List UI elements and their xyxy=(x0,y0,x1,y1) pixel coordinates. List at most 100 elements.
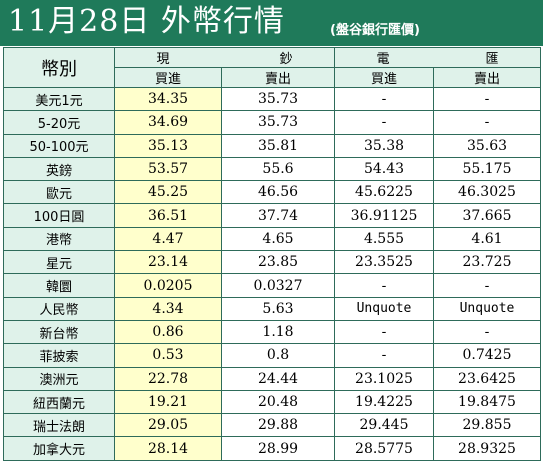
spot-sell-value: 37.665 xyxy=(433,203,541,228)
spot-sell-value: 55.175 xyxy=(433,156,541,182)
table-row: 加拿大元 28.14 28.99 28.5775 28.9325 xyxy=(3,436,541,461)
spot-buy-value: 36.91125 xyxy=(334,203,434,228)
cash-buy-value: 34.69 xyxy=(114,110,222,135)
currency-name: 美元1元 xyxy=(3,86,115,112)
cash-buy-value: 45.25 xyxy=(114,180,222,205)
spot-buy-value: - xyxy=(334,86,434,112)
table-row: 50-100元 35.13 35.81 35.38 35.63 xyxy=(3,133,541,158)
spot-sell-value: 28.9325 xyxy=(433,436,541,461)
spot-buy-header: 買進 xyxy=(334,67,434,88)
table-row: 韓圜 0.0205 0.0327- - xyxy=(3,273,541,298)
spot-sell-value: 19.8475 xyxy=(433,389,541,415)
currency-name: 人民幣 xyxy=(3,296,115,321)
table-row: 100日圓 36.51 37.74 36.91125 37.665 xyxy=(3,203,541,228)
table-row: 5-20元 34.69 35.73- - xyxy=(3,110,541,135)
cash-buy-value: 36.51 xyxy=(114,203,222,228)
cash-buy-value: 35.13 xyxy=(114,133,222,158)
cash-sell-value: 20.48 xyxy=(221,389,335,415)
page-title: 11月28日 外幣行情 xyxy=(8,4,285,39)
cash-sell-value: 23.85 xyxy=(221,250,335,275)
cash-buy-value: 0.86 xyxy=(114,319,222,345)
table-row: 新台幣 0.86 1.18- - xyxy=(3,319,541,345)
currency-name: 加拿大元 xyxy=(3,436,115,461)
currency-name: 韓圜 xyxy=(3,273,115,298)
spot-sell-value: 46.3025 xyxy=(433,180,541,205)
currency-name: 50-100元 xyxy=(3,133,115,158)
cash-buy-value: 29.05 xyxy=(114,413,222,438)
spot-buy-value: 29.445 xyxy=(334,413,434,438)
spot-sell-value: - xyxy=(433,86,541,112)
cash-sell-value: 0.0327 xyxy=(221,273,335,298)
spot-sell-value: Unquote xyxy=(433,296,541,321)
cash-buy-value: 53.57 xyxy=(114,156,222,182)
cash-header-left: 現 xyxy=(156,52,170,67)
spot-buy-value: - xyxy=(334,343,434,368)
spot-sell-value: - xyxy=(433,273,541,298)
spot-sell-value: 4.61 xyxy=(433,226,541,252)
cash-sell-value: 28.99 xyxy=(221,436,335,461)
currency-name: 100日圓 xyxy=(3,203,115,228)
page-subtitle: (盤谷銀行匯價) xyxy=(330,23,420,38)
cash-sell-value: 29.88 xyxy=(221,413,335,438)
cash-sell-value: 24.44 xyxy=(221,366,335,391)
cash-sell-value: 4.65 xyxy=(221,226,335,252)
table-row: 菲披索 0.53 0.8-0.7425 xyxy=(3,343,541,368)
table-row: 人民幣 4.34 5.63 Unquote Unquote xyxy=(3,296,541,321)
currency-name: 澳洲元 xyxy=(3,366,115,391)
spot-sell-value: 23.6425 xyxy=(433,366,541,391)
spot-group-header: 電匯 xyxy=(334,47,541,68)
cash-buy-header: 買進 xyxy=(114,67,222,88)
cash-group-header: 現鈔 xyxy=(114,47,335,68)
currency-name: 英鎊 xyxy=(3,156,115,182)
spot-buy-value: 23.3525 xyxy=(334,250,434,275)
cash-sell-value: 1.18 xyxy=(221,319,335,345)
currency-name: 新台幣 xyxy=(3,319,115,345)
cash-buy-value: 28.14 xyxy=(114,436,222,461)
table-row: 歐元 45.25 46.56 45.6225 46.3025 xyxy=(3,180,541,205)
cash-buy-value: 4.34 xyxy=(114,296,222,321)
spot-sell-value: 35.63 xyxy=(433,133,541,158)
currency-name: 歐元 xyxy=(3,180,115,205)
table-row: 美元1元 34.35 35.73- - xyxy=(3,86,541,112)
spot-buy-value: 23.1025 xyxy=(334,366,434,391)
cash-sell-value: 35.73 xyxy=(221,110,335,135)
spot-sell-value: 0.7425 xyxy=(433,343,541,368)
cash-buy-value: 22.78 xyxy=(114,366,222,391)
spot-buy-value: 45.6225 xyxy=(334,180,434,205)
spot-buy-value: - xyxy=(334,319,434,345)
currency-name: 星元 xyxy=(3,250,115,275)
spot-sell-header: 賣出 xyxy=(433,67,541,88)
spot-header-left: 電 xyxy=(376,52,390,67)
spot-sell-value: - xyxy=(433,319,541,345)
currency-name: 紐西蘭元 xyxy=(3,389,115,415)
cash-buy-value: 34.35 xyxy=(114,86,222,112)
cash-buy-value: 0.0205 xyxy=(114,273,222,298)
spot-sell-value: - xyxy=(433,110,541,135)
spot-buy-value: 35.38 xyxy=(334,133,434,158)
cash-buy-value: 19.21 xyxy=(114,389,222,415)
spot-buy-value: 19.4225 xyxy=(334,389,434,415)
table-row: 瑞士法朗 29.05 29.88 29.445 29.855 xyxy=(3,413,541,438)
spot-buy-value: - xyxy=(334,110,434,135)
currency-name: 5-20元 xyxy=(3,110,115,135)
spot-sell-value: 23.725 xyxy=(433,250,541,275)
cash-sell-value: 35.81 xyxy=(221,133,335,158)
title-bar: 11月28日 外幣行情 (盤谷銀行匯價) xyxy=(0,0,543,46)
cash-sell-value: 5.63 xyxy=(221,296,335,321)
spot-buy-value: 54.43 xyxy=(334,156,434,182)
table-row: 星元 23.14 23.85 23.3525 23.725 xyxy=(3,250,541,275)
table-row: 紐西蘭元 19.21 20.48 19.4225 19.8475 xyxy=(3,389,541,415)
cash-sell-header: 賣出 xyxy=(221,67,335,88)
table-row: 港幣 4.47 4.65 4.555 4.61 xyxy=(3,226,541,252)
cash-sell-value: 37.74 xyxy=(221,203,335,228)
cash-buy-value: 0.53 xyxy=(114,343,222,368)
spot-buy-value: Unquote xyxy=(334,296,434,321)
spot-buy-value: 28.5775 xyxy=(334,436,434,461)
cash-header-right: 鈔 xyxy=(279,52,293,67)
table-row: 英鎊 53.57 55.6 54.43 55.175 xyxy=(3,156,541,182)
cash-sell-value: 46.56 xyxy=(221,180,335,205)
cash-sell-value: 55.6 xyxy=(221,156,335,182)
spot-buy-value: - xyxy=(334,273,434,298)
rate-rows: 美元1元 34.35 35.73- -5-20元 34.69 35.73- -50-100元… xyxy=(3,86,541,461)
